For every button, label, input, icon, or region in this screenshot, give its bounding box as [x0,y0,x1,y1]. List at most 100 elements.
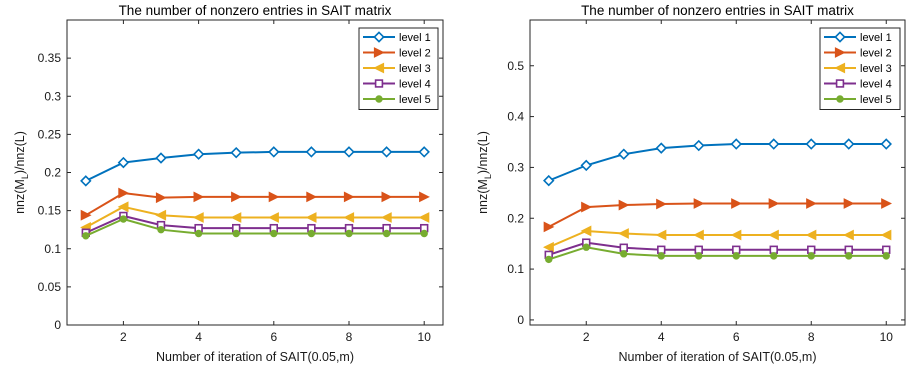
legend-swatch-marker [834,47,846,58]
y-tick-label: 0 [54,318,61,332]
series-2 [80,187,430,221]
series-5 [82,215,428,240]
series-2 [543,198,892,233]
y-tick-label: 0.4 [507,110,524,124]
series-line [85,217,425,237]
legend-entry: level 1 [860,32,892,44]
y-axis-label-main: nnz(M [13,179,27,214]
data-point [768,198,780,209]
series-3 [543,225,892,253]
legend-entry: level 4 [399,79,431,91]
data-point [306,191,318,203]
x-tick-label: 10 [880,330,894,344]
data-point [769,245,778,254]
data-point [843,138,855,150]
data-point [80,209,92,221]
data-point [807,245,816,254]
data-point [580,159,592,172]
data-point [845,252,853,260]
data-point [732,252,740,260]
x-tick-label: 2 [120,330,127,344]
legend-swatch-marker [373,31,385,43]
y-axis-label-tail: )/nnz(L) [13,131,27,174]
legend-entry: level 1 [399,32,431,44]
x-tick-label: 10 [418,330,432,344]
data-point [694,245,703,254]
y-tick-label: 0.3 [507,160,524,174]
chart-title: The number of nonzero entries in SAIT ma… [581,3,854,18]
data-point [419,191,430,203]
x-tick-label: 4 [195,330,202,344]
data-point [695,252,703,260]
data-point [343,146,355,158]
x-tick-label: 6 [270,330,277,344]
legend: level 1 level 2 level 3 level 4 level 5 [358,27,439,110]
data-point [768,138,780,150]
data-point [657,252,665,260]
data-point [155,152,167,164]
x-axis-label: Number of iteration of SAIT(0.05,m) [156,350,354,364]
data-point [194,229,203,238]
data-point [882,245,891,254]
y-tick-label: 0 [517,313,524,327]
y-axis-label: nnz(ML)/nnz(L) [476,131,493,214]
data-point [881,198,892,209]
x-tick-label: 8 [808,330,815,344]
data-point [307,229,316,238]
y-tick-label: 0.35 [38,51,62,65]
legend-swatch-marker [375,95,383,103]
data-point [618,199,630,211]
data-point [618,148,630,160]
data-point [155,209,167,221]
data-point [305,146,318,158]
legend-swatch-marker [836,95,844,103]
data-point [420,229,428,238]
data-point [382,229,391,238]
data-point [545,255,553,264]
data-point [543,241,554,253]
data-point [731,198,742,209]
chart-panel-1: 2 4 6 8 10 0 0.05 0.1 0.15 0.2 0.25 0.3 0.35 The numb… [13,3,444,364]
legend-entry: level 2 [399,48,431,60]
legend-entry: level 3 [860,63,892,75]
data-point [582,243,590,251]
data-point [806,198,817,209]
y-tick-label: 0.5 [507,59,524,73]
chart-panel-2: 2 4 6 8 10 0 0.1 0.2 0.3 0.4 0.5 The number of nonz… [476,3,906,364]
data-point [543,174,555,187]
y-axis-label-subscript: L [20,174,30,179]
legend-swatch-marker [835,79,845,88]
data-point [418,146,430,158]
legend: level 1 level 2 level 3 level 4 level 5 [819,27,901,110]
data-point [343,191,355,203]
data-point [655,229,667,241]
data-point [657,245,666,254]
series-line [85,192,425,217]
data-point [305,212,317,223]
x-tick-label: 8 [346,330,353,344]
data-point [82,232,90,240]
data-point [807,252,815,260]
data-point [118,187,130,199]
data-point [230,212,242,223]
legend-swatch-marker [373,62,385,74]
data-point [581,201,592,213]
data-point [730,229,742,241]
data-point [155,192,167,204]
data-point [843,229,854,241]
series-line [548,241,887,256]
data-point [270,229,278,238]
series-1 [80,146,430,187]
data-point [230,146,242,159]
data-point [192,148,205,160]
y-tick-label: 0.1 [44,242,61,256]
y-tick-label: 0.05 [38,280,62,294]
series-line [548,202,887,228]
data-point [157,225,165,234]
data-point [805,138,817,150]
y-tick-label: 0.3 [44,89,61,103]
data-point [843,198,855,209]
legend-entry: level 4 [860,79,892,91]
series-3 [80,201,430,233]
